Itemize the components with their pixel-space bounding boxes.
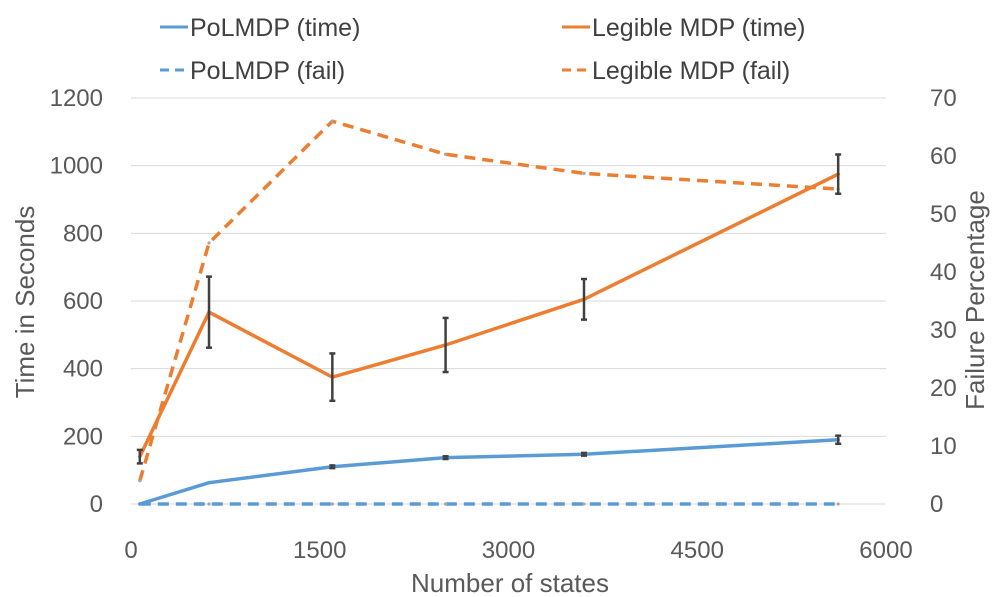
error-bar-polmdp-time bbox=[835, 434, 842, 446]
data-point-polmdp-fail bbox=[836, 502, 840, 506]
x-tick-label: 4500 bbox=[671, 537, 724, 564]
y-tick-label: 1000 bbox=[50, 153, 103, 180]
series-line-legible-mdp-fail bbox=[138, 119, 839, 482]
y-axis-title: Time in Seconds bbox=[10, 206, 40, 399]
legend-label-polmdp-time: PoLMDP (time) bbox=[190, 14, 360, 42]
error-bar-polmdp-time bbox=[329, 464, 336, 470]
series-line-legible-mdp-time bbox=[138, 172, 840, 459]
y2-tick-label: 30 bbox=[930, 317, 957, 344]
y-tick-label: 400 bbox=[63, 356, 103, 383]
grid-lines bbox=[131, 97, 886, 505]
y-tick-label: 600 bbox=[63, 288, 103, 315]
y2-tick-label: 10 bbox=[930, 433, 957, 460]
data-point-polmdp-fail bbox=[443, 502, 448, 506]
x-tick-label: 0 bbox=[124, 537, 137, 564]
y2-tick-label: 20 bbox=[930, 375, 957, 402]
x-axis-ticks: 0 1500 3000 4500 6000 bbox=[124, 537, 912, 564]
y2-tick-label: 0 bbox=[930, 491, 943, 518]
data-point-legible-mdp-fail bbox=[443, 152, 448, 156]
x-tick-label: 1500 bbox=[293, 537, 346, 564]
error-bar-legible-mdp-time bbox=[329, 352, 336, 403]
data-point-polmdp-fail bbox=[207, 502, 211, 506]
x-tick-label: 6000 bbox=[859, 537, 912, 564]
series-line-polmdp-time bbox=[138, 437, 840, 506]
y-tick-label: 200 bbox=[63, 423, 103, 450]
legend-label-legible-mdp-fail: Legible MDP (fail) bbox=[592, 57, 790, 85]
legend-label-legible-mdp-time: Legible MDP (time) bbox=[592, 14, 806, 42]
error-bar-polmdp-time bbox=[581, 451, 587, 457]
data-point-legible-mdp-fail bbox=[330, 119, 334, 123]
series-layer bbox=[138, 119, 840, 506]
y2-tick-label: 70 bbox=[930, 85, 957, 112]
data-point-legible-mdp-fail bbox=[138, 479, 142, 483]
y2-axis-title: Failure Percentage bbox=[960, 190, 990, 410]
y-tick-label: 800 bbox=[63, 220, 103, 247]
data-point-polmdp-time bbox=[207, 481, 211, 485]
y-axis-ticks: 0 200 400 600 800 1000 1200 bbox=[50, 85, 103, 518]
legend-label-polmdp-fail: PoLMDP (fail) bbox=[190, 57, 345, 85]
x-axis-title: Number of states bbox=[411, 568, 609, 597]
x-tick-label: 3000 bbox=[482, 537, 535, 564]
y2-tick-label: 40 bbox=[930, 259, 957, 286]
error-bar-legible-mdp-time bbox=[442, 316, 449, 374]
y2-tick-label: 60 bbox=[930, 143, 957, 170]
error-bar-legible-mdp-time bbox=[835, 153, 842, 195]
y-tick-label: 0 bbox=[90, 491, 103, 518]
data-point-legible-mdp-fail bbox=[207, 241, 211, 245]
error-bar-legible-mdp-time bbox=[581, 277, 587, 321]
y-tick-label: 1200 bbox=[50, 85, 103, 112]
error-bar-polmdp-time bbox=[442, 455, 449, 461]
error-bars bbox=[136, 153, 842, 470]
data-point-polmdp-fail bbox=[582, 502, 586, 506]
y2-tick-label: 50 bbox=[930, 201, 957, 228]
error-bar-legible-mdp-time bbox=[136, 448, 143, 465]
data-point-polmdp-fail bbox=[330, 502, 334, 506]
legend: PoLMDP (time) Legible MDP (time) PoLMDP … bbox=[160, 14, 806, 85]
data-point-legible-mdp-fail bbox=[582, 171, 586, 175]
data-point-polmdp-time bbox=[138, 502, 142, 506]
y2-axis-ticks: 0 10 20 30 40 50 60 70 bbox=[930, 85, 957, 518]
error-bar-legible-mdp-time bbox=[206, 275, 213, 349]
